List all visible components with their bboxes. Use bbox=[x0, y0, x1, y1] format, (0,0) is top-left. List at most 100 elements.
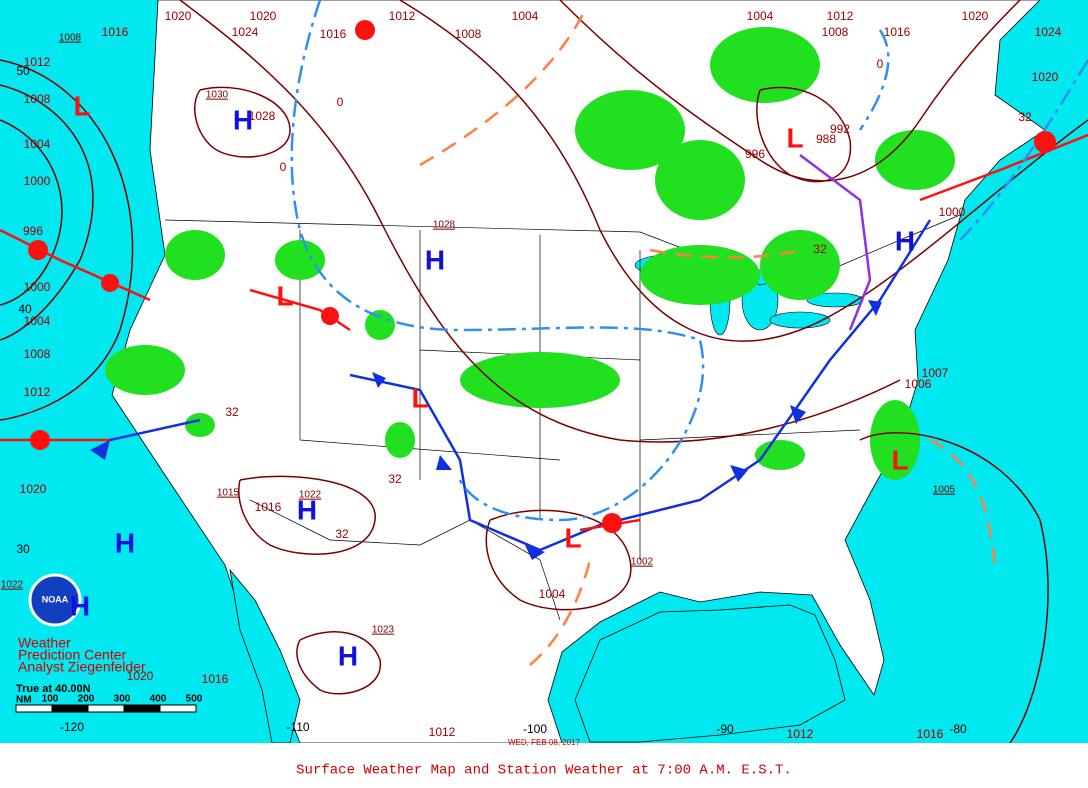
scale-tick: 400 bbox=[150, 694, 167, 705]
isobar-label: 1020 bbox=[1032, 70, 1059, 84]
isobar-label: 1012 bbox=[24, 385, 51, 399]
scale-segment bbox=[15, 704, 53, 713]
grid-label: 32 bbox=[1018, 110, 1032, 124]
grid-label: 32 bbox=[335, 527, 349, 541]
pressure-center: L bbox=[564, 522, 581, 553]
isobar-label: 1000 bbox=[24, 174, 51, 188]
grid-label: 0 bbox=[877, 57, 884, 71]
gulf-of-mexico bbox=[574, 604, 846, 743]
isobar-label: 1004 bbox=[539, 587, 566, 601]
isobar-label: 1016 bbox=[917, 727, 944, 741]
isobar-label: 1012 bbox=[827, 9, 854, 23]
scale-tick: 100 bbox=[42, 694, 59, 705]
pressure-value: 1015 bbox=[217, 488, 240, 499]
isobar-label: 1024 bbox=[1035, 25, 1062, 39]
pressure-value: 1028 bbox=[433, 220, 456, 231]
grid-label: -100 bbox=[523, 722, 547, 736]
pressure-value: 1022 bbox=[299, 490, 322, 501]
grid-label: 40 bbox=[18, 302, 32, 316]
grid-label: 50 bbox=[16, 64, 30, 78]
pressure-center: L bbox=[73, 90, 90, 121]
isobar-label: 1012 bbox=[787, 727, 814, 741]
pressure-value: 1005 bbox=[933, 485, 956, 496]
pressure-center: H bbox=[70, 590, 90, 621]
pressure-center: H bbox=[895, 225, 915, 256]
isobar-label: 1004 bbox=[747, 9, 774, 23]
precipitation bbox=[105, 27, 955, 480]
isobar-label: 1012 bbox=[429, 725, 456, 739]
scale-segment bbox=[123, 704, 161, 713]
isobar-label: 1008 bbox=[455, 27, 482, 41]
isobar-label: 988 bbox=[816, 132, 836, 146]
isobar-label: 1004 bbox=[24, 137, 51, 151]
fronts bbox=[0, 0, 1088, 666]
grid-label: 0 bbox=[280, 160, 287, 174]
isobars bbox=[0, 0, 1088, 744]
scale-segment bbox=[87, 704, 125, 713]
isobar-label: 1008 bbox=[24, 92, 51, 106]
isobar-label: 1016 bbox=[202, 672, 229, 686]
isobar-label: 1007 bbox=[922, 366, 949, 380]
pressure-value: 1008 bbox=[59, 33, 82, 44]
credit: Prediction Center bbox=[18, 647, 127, 663]
isobar-label: 1006 bbox=[905, 377, 932, 391]
isobar-label: 1000 bbox=[24, 280, 51, 294]
isobar-label: 1016 bbox=[320, 27, 347, 41]
pressure-center: L bbox=[411, 382, 428, 413]
logo-text: NOAA bbox=[42, 594, 69, 604]
pressure-center: H bbox=[115, 527, 135, 558]
isobar-label: 1020 bbox=[165, 9, 192, 23]
map-date: WED, FEB 08, 2017 bbox=[508, 738, 581, 747]
isobar-label: 1028 bbox=[249, 109, 276, 123]
credit: Weather bbox=[18, 635, 71, 651]
pressure-center: H bbox=[297, 494, 317, 525]
isobar-label: 1024 bbox=[232, 25, 259, 39]
grid-label: 32 bbox=[388, 472, 402, 486]
pressure-center: L bbox=[786, 122, 803, 153]
isobar-label: 996 bbox=[23, 224, 43, 238]
pressure-value: 1022 bbox=[1, 580, 24, 591]
isobar-label: 1000 bbox=[939, 205, 966, 219]
pressure-center: L bbox=[891, 444, 908, 475]
isobar-label: 1016 bbox=[884, 25, 911, 39]
scale-tick: 300 bbox=[114, 694, 131, 705]
scale-tick: 500 bbox=[186, 694, 203, 705]
isobar-label: 1004 bbox=[24, 314, 51, 328]
scale-tick: 200 bbox=[78, 694, 95, 705]
isobar-label: 1016 bbox=[255, 500, 282, 514]
grid-label: -80 bbox=[949, 722, 967, 736]
isobar-label: 1020 bbox=[20, 482, 47, 496]
isobar-label: 1020 bbox=[962, 9, 989, 23]
grid-label: 32 bbox=[813, 242, 827, 256]
scale-unit: NM bbox=[16, 695, 32, 706]
isobar-label: 1008 bbox=[822, 25, 849, 39]
grid-label: 32 bbox=[225, 405, 239, 419]
isobar-label: 1004 bbox=[512, 9, 539, 23]
credit: Analyst Ziegenfelder bbox=[18, 659, 146, 675]
isobar-label: 1016 bbox=[102, 25, 129, 39]
pressure-center: H bbox=[338, 640, 358, 671]
pressure-value: 1023 bbox=[372, 625, 395, 636]
scale-segment bbox=[159, 704, 197, 713]
isobar-label: 996 bbox=[745, 147, 765, 161]
noaa-logo bbox=[28, 573, 82, 627]
isobar-label: 1020 bbox=[127, 669, 154, 683]
isobar-label: 1008 bbox=[24, 347, 51, 361]
grid-label: -110 bbox=[286, 720, 309, 734]
caption-band bbox=[0, 743, 1088, 783]
front-symbols bbox=[28, 20, 1056, 560]
grid-label: 0 bbox=[337, 95, 344, 109]
grid-label: 30 bbox=[16, 542, 30, 556]
pressure-center: H bbox=[233, 104, 253, 135]
grid-label: -120 bbox=[60, 720, 84, 734]
pressure-value: 1002 bbox=[631, 557, 654, 568]
map-title: Surface Weather Map and Station Weather … bbox=[296, 763, 792, 779]
pressure-value: 1030 bbox=[206, 90, 229, 101]
grid-label: -90 bbox=[716, 722, 734, 736]
scale-label: True at 40.00N bbox=[16, 683, 91, 695]
scale-segment bbox=[51, 704, 89, 713]
isobar-label: 992 bbox=[830, 122, 850, 136]
pressure-center: H bbox=[425, 244, 445, 275]
scale-bar: 100 200 300 400 500 bbox=[15, 694, 203, 713]
